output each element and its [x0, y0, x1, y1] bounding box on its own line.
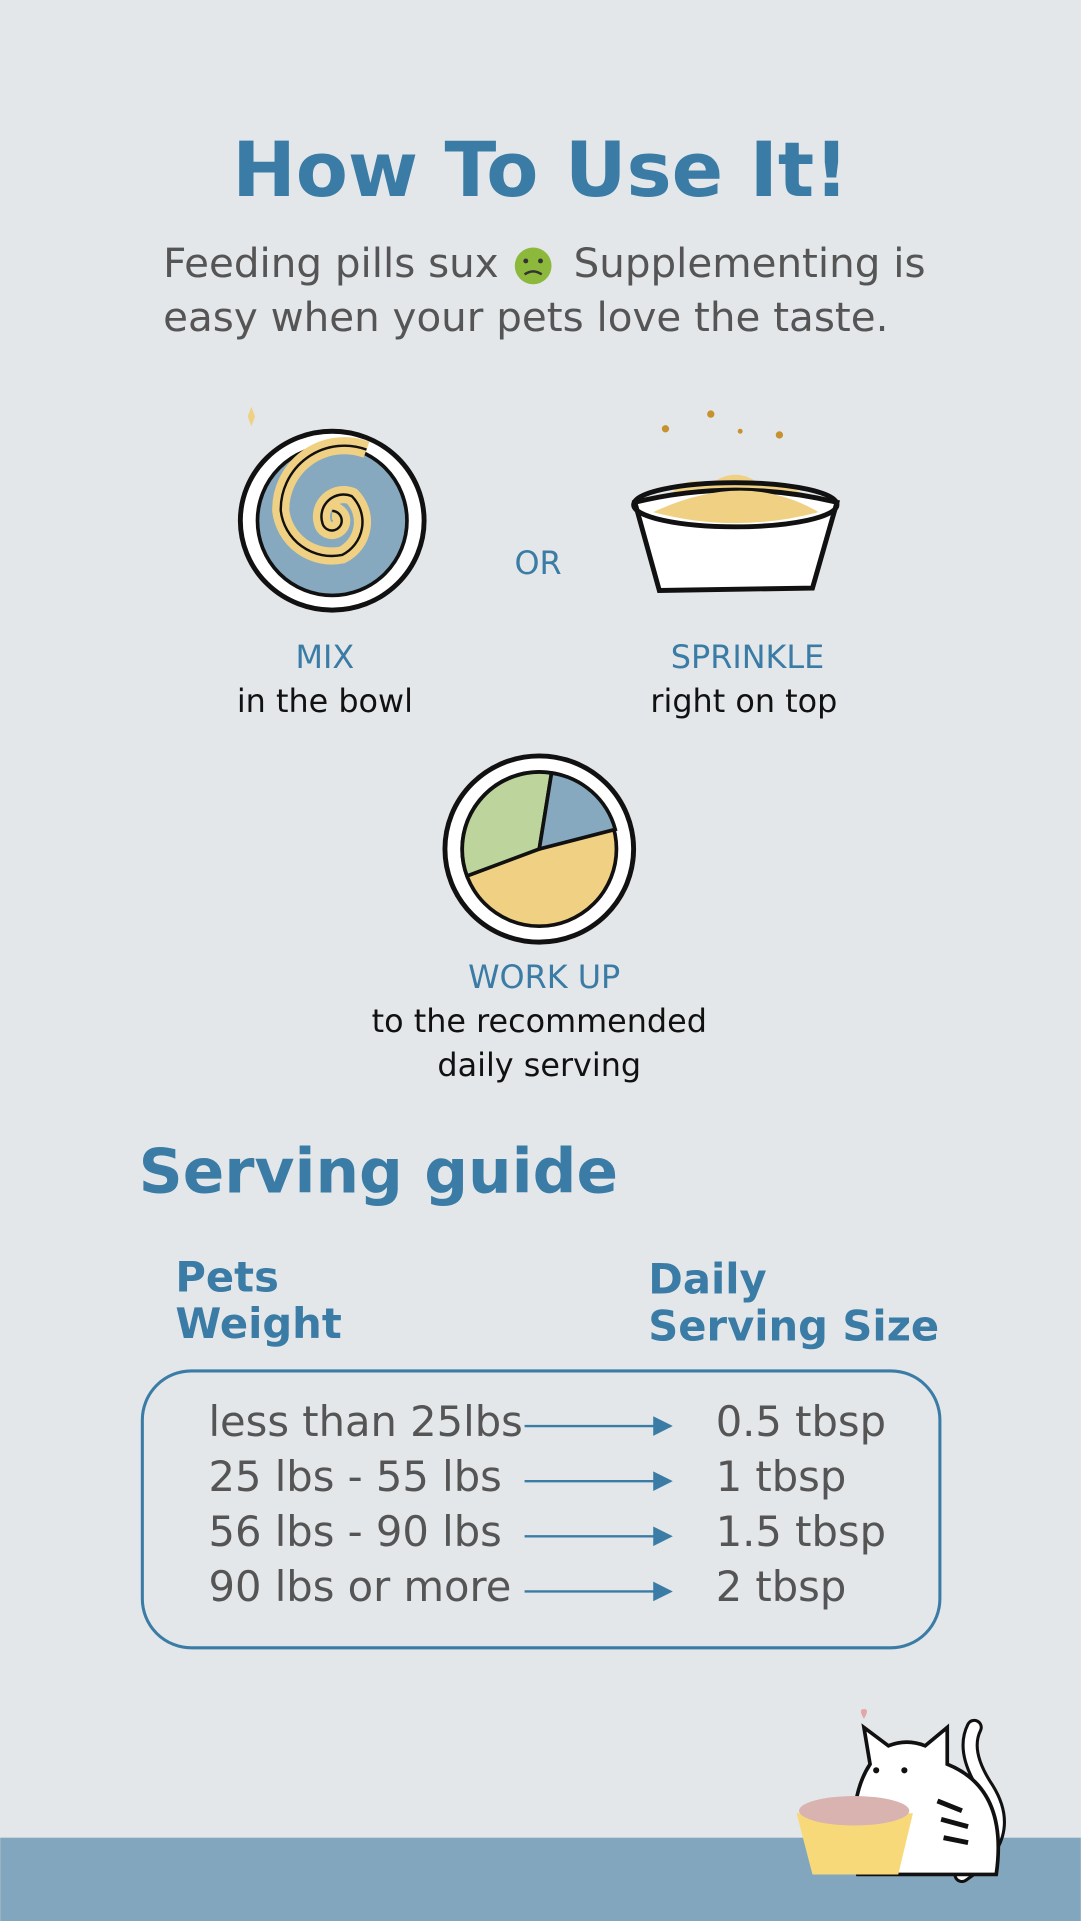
serving: 1.5 tbsp [716, 1507, 886, 1556]
column-header: Daily [648, 1255, 766, 1304]
subtitle: easy when your pets love the taste. [163, 293, 888, 341]
serving: 1 tbsp [716, 1452, 847, 1501]
mix-icon [237, 406, 427, 613]
weight: less than 25lbs [208, 1397, 522, 1446]
column-header: Pets [175, 1252, 278, 1301]
title: How To Use It! [232, 126, 849, 214]
sprinkle-icon [631, 410, 841, 593]
serving: 0.5 tbsp [716, 1397, 886, 1446]
serving: 2 tbsp [716, 1562, 847, 1611]
table-rows: less than 25lbs 0.5 tbsp 25 lbs - 55 lbs 1 … [208, 1397, 886, 1611]
portion-icon [442, 753, 637, 945]
sick-emoji [514, 247, 552, 285]
or-label: OR [514, 544, 561, 582]
section-title: Serving guide [139, 1137, 618, 1208]
subtitle: Supplementing is [574, 239, 926, 287]
step-title: WORK UP [468, 958, 620, 996]
step-title: MIX [296, 638, 355, 676]
weight: 90 lbs or more [208, 1562, 511, 1611]
subtitle: Feeding pills sux [163, 239, 499, 287]
step-text: in the bowl [237, 682, 413, 720]
step-text: daily serving [437, 1046, 641, 1084]
step-title: SPRINKLE [671, 638, 825, 676]
weight: 25 lbs - 55 lbs [208, 1452, 501, 1501]
cat-illustration [796, 1709, 1006, 1884]
step-text: right on top [650, 682, 837, 720]
table-box [140, 1369, 942, 1650]
column-header: Serving Size [648, 1301, 939, 1350]
column-header: Weight [175, 1299, 341, 1348]
weight: 56 lbs - 90 lbs [208, 1507, 501, 1556]
step-text: to the recommended [372, 1002, 707, 1040]
